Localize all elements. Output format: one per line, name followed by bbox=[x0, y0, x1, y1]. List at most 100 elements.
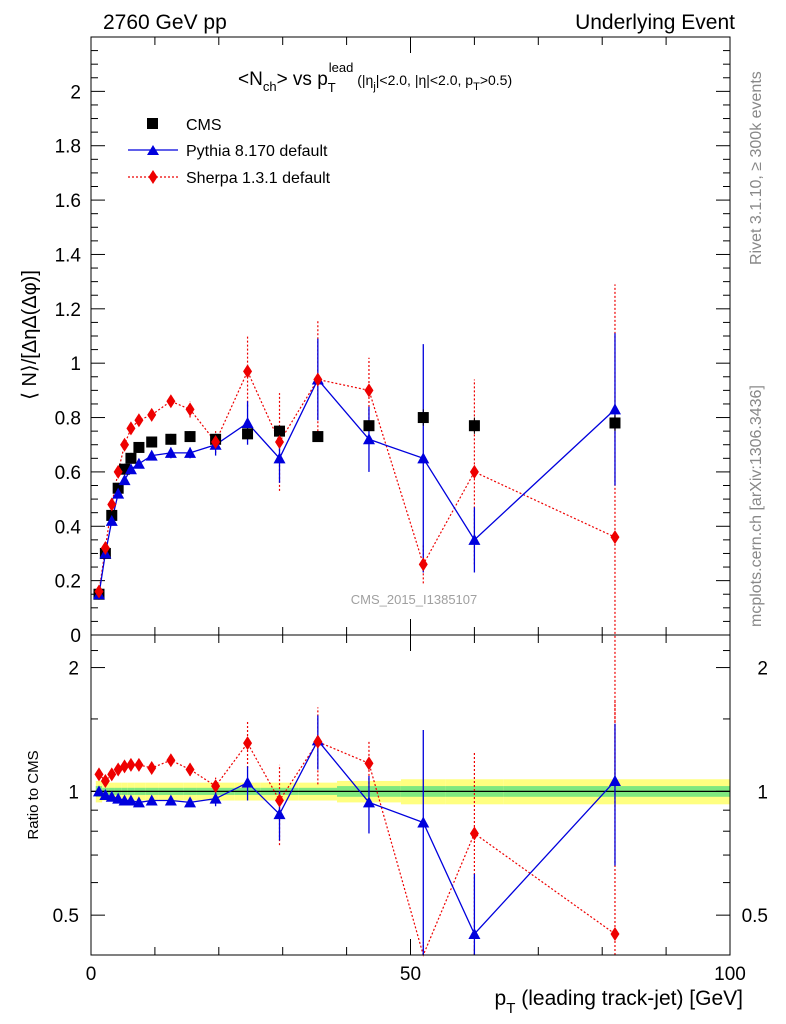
ratio-sherpa-point bbox=[126, 757, 136, 772]
ratio-sherpa-point bbox=[610, 926, 620, 941]
x-axis-label-p: p bbox=[495, 987, 507, 1010]
pythia-point bbox=[118, 474, 131, 486]
cms-point bbox=[133, 441, 145, 453]
ratio-sherpa-point bbox=[185, 762, 195, 777]
ratio-sherpa-point bbox=[364, 756, 374, 771]
cms-point bbox=[125, 452, 137, 464]
cms-point bbox=[119, 463, 131, 475]
pythia-point bbox=[417, 452, 430, 464]
ratio-tick-label-right: 0.5 bbox=[742, 906, 768, 927]
ratio-pythia-point bbox=[608, 774, 621, 786]
ratio-sherpa-point bbox=[166, 753, 176, 768]
sherpa-point bbox=[94, 584, 104, 599]
legend-pythia-label: Pythia 8.170 default bbox=[186, 143, 328, 160]
ratio-tick-label: 2 bbox=[68, 659, 79, 680]
ratio-pythia-point bbox=[132, 796, 145, 808]
cms-point bbox=[468, 420, 480, 432]
y-axis-label-main: ⟨ N⟩/[ΔηΔ(Δφ)] bbox=[19, 270, 41, 400]
pythia-point bbox=[608, 403, 621, 415]
ratio-pythia-point bbox=[362, 796, 375, 808]
ratio-tick-label-right: 1 bbox=[757, 782, 768, 803]
y-tick-label: 1.2 bbox=[55, 300, 81, 321]
legend-sherpa-label: Sherpa 1.3.1 default bbox=[186, 170, 331, 187]
sherpa-point bbox=[113, 464, 123, 479]
sherpa-point bbox=[100, 541, 110, 556]
ratio-sherpa-point bbox=[275, 793, 285, 808]
y-tick-label: 0 bbox=[70, 626, 81, 647]
ratio-axis-ticks: 0.5 0.5 1 1 2 2 0 50 100 bbox=[53, 635, 768, 985]
pythia-point bbox=[124, 463, 137, 475]
y-tick-label: 1.6 bbox=[55, 191, 81, 212]
sherpa-point bbox=[313, 372, 323, 387]
ratio-pythia-point bbox=[241, 776, 254, 788]
ratio-uncertainty-band bbox=[91, 779, 730, 805]
cms-point bbox=[146, 436, 158, 448]
ratio-sherpa-point bbox=[120, 759, 130, 774]
header-left: 2760 GeV pp bbox=[103, 11, 227, 34]
cms-point bbox=[417, 412, 429, 424]
legend-cms-label: CMS bbox=[186, 117, 222, 134]
sherpa-point bbox=[120, 437, 130, 452]
ratio-pythia-point bbox=[209, 792, 222, 804]
sherpa-line bbox=[98, 369, 616, 592]
sherpa-point bbox=[418, 557, 428, 572]
legend: CMS Pythia 8.170 default Sherpa 1.3.1 de… bbox=[128, 117, 331, 187]
sherpa-point bbox=[107, 497, 117, 512]
y-axis-label-ratio: Ratio to CMS bbox=[25, 750, 42, 839]
pythia-point bbox=[112, 487, 125, 499]
y-tick-label: 1.8 bbox=[55, 137, 81, 158]
ratio-sherpa-point bbox=[147, 760, 157, 775]
pythia-point bbox=[132, 457, 145, 469]
watermark: CMS_2015_I1385107 bbox=[351, 592, 478, 607]
legend-sherpa-marker bbox=[148, 170, 158, 184]
pythia-point bbox=[362, 433, 375, 445]
cms-point bbox=[184, 431, 196, 443]
sherpa-point bbox=[147, 407, 157, 422]
pythia-point bbox=[468, 533, 481, 545]
ratio-sherpa-point bbox=[313, 734, 323, 749]
ratio-sherpa-point bbox=[469, 826, 479, 841]
pythia-point bbox=[145, 449, 158, 461]
ratio-sherpa-point bbox=[211, 779, 221, 794]
pythia-line bbox=[98, 378, 616, 595]
pythia-point bbox=[184, 446, 197, 458]
x-tick-label: 50 bbox=[400, 964, 421, 985]
sherpa-point bbox=[185, 402, 195, 417]
cms-point bbox=[242, 428, 254, 440]
sherpa-point bbox=[243, 364, 253, 379]
ratio-pythia-point bbox=[124, 794, 137, 806]
ratio-sherpa-line bbox=[98, 741, 616, 957]
sherpa-point bbox=[166, 394, 176, 409]
y-tick-label: 0.4 bbox=[55, 517, 82, 538]
x-tick-label: 0 bbox=[86, 964, 97, 985]
ratio-pythia-point bbox=[417, 816, 430, 828]
rivet-label: Rivet 3.1.10, ≥ 300k events bbox=[748, 71, 765, 265]
ratio-pythia-point bbox=[184, 796, 197, 808]
header-right: Underlying Event bbox=[575, 11, 735, 34]
ratio-sherpa-point bbox=[107, 767, 117, 782]
cms-point bbox=[312, 431, 324, 443]
x-axis-label-sub: T bbox=[506, 1000, 515, 1017]
y-tick-label: 1.4 bbox=[55, 245, 82, 266]
sherpa-point bbox=[610, 530, 620, 545]
pythia-point bbox=[241, 416, 254, 428]
ratio-plot-data bbox=[92, 701, 621, 957]
x-axis-label: pT (leading track-jet) [GeV] bbox=[495, 987, 743, 1017]
y-tick-label: 2 bbox=[70, 82, 81, 103]
ratio-sherpa-point bbox=[243, 736, 253, 751]
cms-point bbox=[165, 433, 177, 445]
pythia-point bbox=[105, 514, 118, 526]
ratio-pythia-point bbox=[273, 808, 286, 820]
legend-cms-marker bbox=[147, 118, 158, 129]
plot-title: <Nch> vs pTlead (|ηj|<2.0, |η|<2.0, pT>0… bbox=[238, 60, 512, 95]
sherpa-point bbox=[364, 383, 374, 398]
ratio-tick-label-right: 2 bbox=[757, 659, 768, 680]
pythia-point bbox=[273, 452, 286, 464]
ratio-tick-label: 1 bbox=[68, 782, 79, 803]
cms-point bbox=[274, 425, 286, 437]
y-tick-label: 0.6 bbox=[55, 463, 81, 484]
sherpa-point bbox=[126, 421, 136, 436]
ratio-pythia-point bbox=[164, 794, 177, 806]
ratio-pythia-point bbox=[92, 785, 105, 797]
